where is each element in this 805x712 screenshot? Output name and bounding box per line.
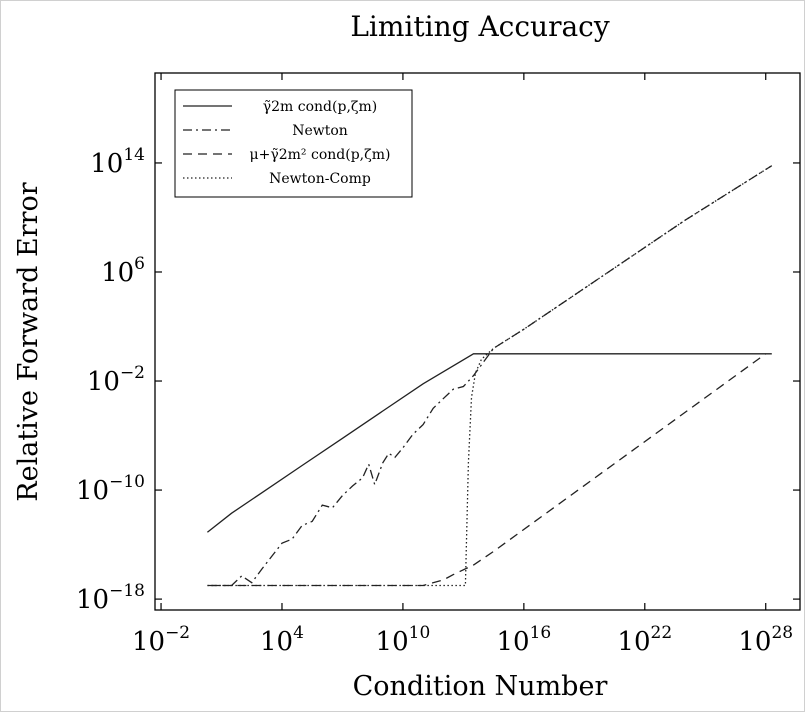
x-axis-ticks: 10−2 104 1010 1016 1022 1028 bbox=[132, 73, 793, 657]
legend-label: γ̃2m cond(p,ζm) bbox=[263, 99, 377, 115]
y-tick-label: 10−10 bbox=[76, 472, 145, 506]
x-tick-label: 1016 bbox=[496, 623, 551, 657]
series-layer bbox=[206, 165, 773, 587]
x-tick-label: 1010 bbox=[376, 623, 431, 657]
y-tick-label: 10−2 bbox=[87, 363, 145, 397]
x-tick-label: 1028 bbox=[738, 623, 793, 657]
series-line-dashdot bbox=[211, 165, 773, 587]
series-line-dotted bbox=[207, 165, 773, 587]
y-axis-label: Relative Forward Error bbox=[13, 182, 44, 502]
legend-label: μ+γ̃2m² cond(p,ζm) bbox=[250, 147, 391, 163]
chart-title: Limiting Accuracy bbox=[350, 10, 609, 43]
series-line-dashed bbox=[207, 353, 767, 587]
legend-label: Newton bbox=[292, 123, 348, 139]
x-axis-label: Condition Number bbox=[353, 671, 608, 702]
legend: γ̃2m cond(p,ζm) Newton μ+γ̃2m² cond(p,ζm) N… bbox=[174, 89, 413, 198]
legend-label: Newton-Comp bbox=[269, 171, 371, 187]
x-tick-label: 1022 bbox=[617, 623, 672, 657]
y-tick-label: 106 bbox=[101, 254, 145, 288]
plot-area bbox=[154, 72, 801, 611]
y-tick-label: 1014 bbox=[90, 145, 145, 179]
x-tick-label: 104 bbox=[260, 623, 304, 657]
x-tick-label: 10−2 bbox=[132, 623, 190, 657]
y-tick-label: 10−18 bbox=[76, 581, 145, 615]
y-axis-ticks: 1014 106 10−2 10−10 10−18 bbox=[76, 145, 800, 615]
legend-box bbox=[174, 89, 413, 198]
series-line-solid bbox=[206, 353, 772, 533]
